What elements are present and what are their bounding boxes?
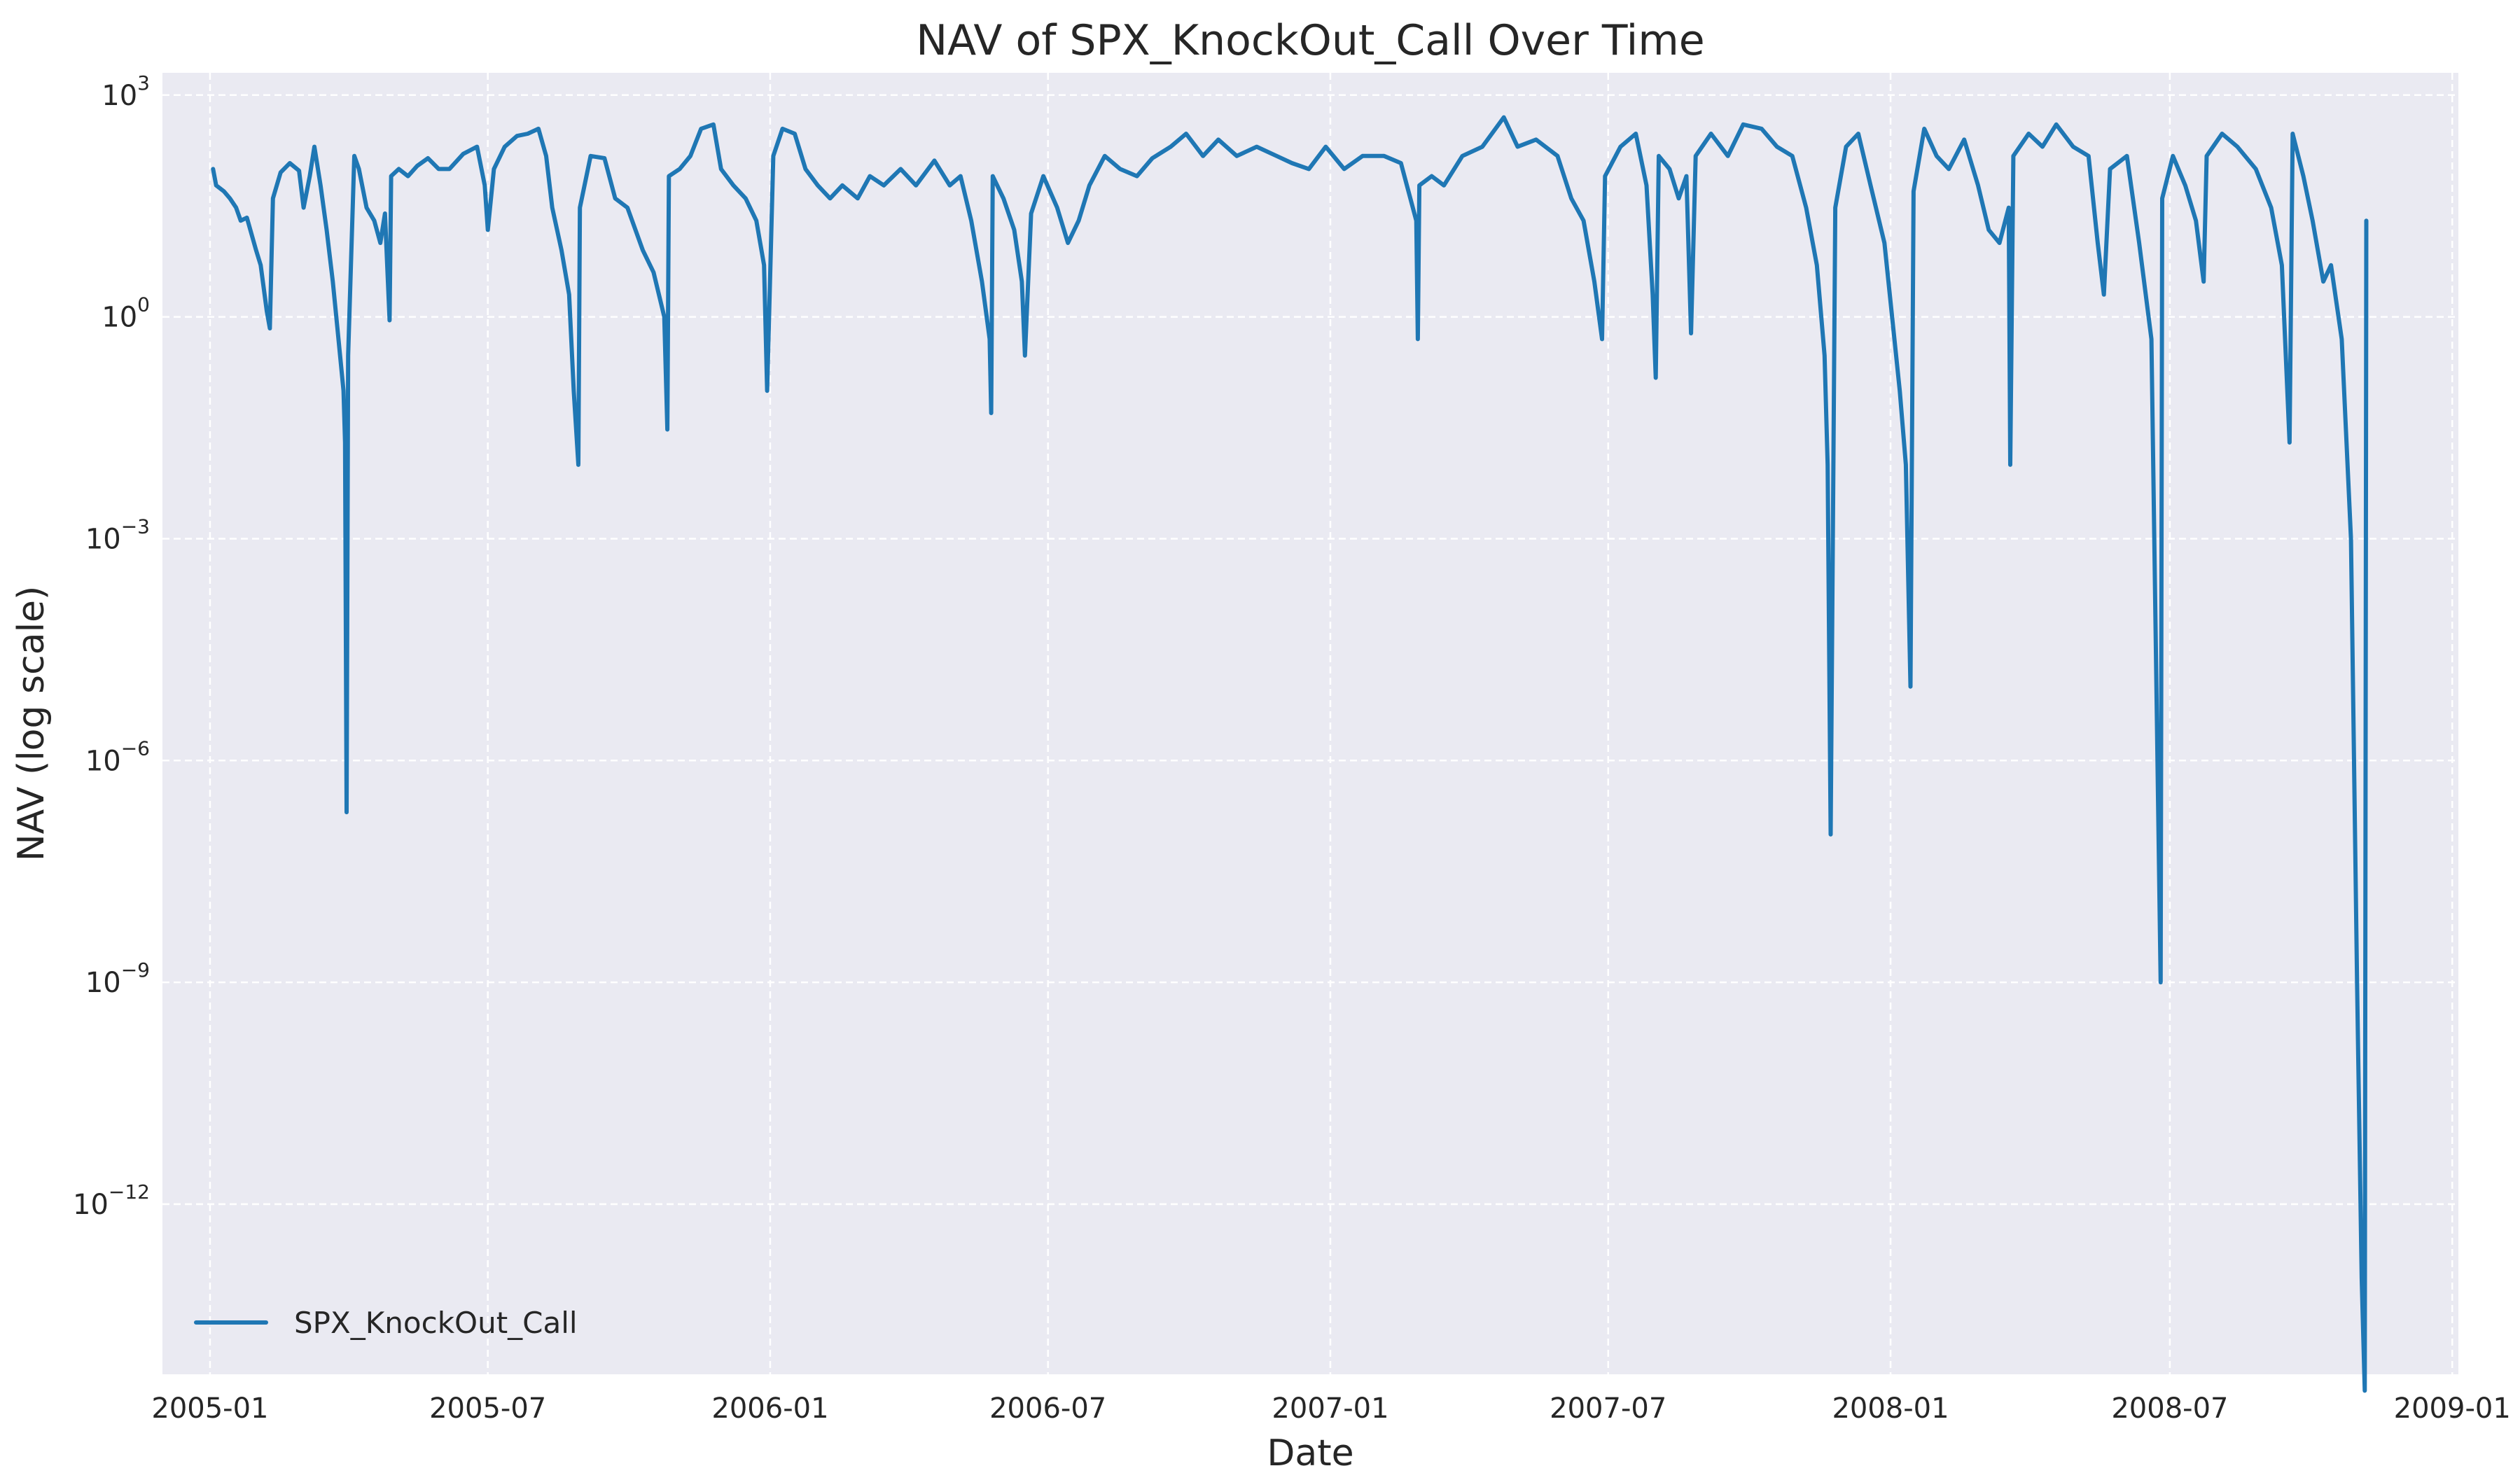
y-tick-label: 10−9 <box>85 958 150 999</box>
y-tick-label: 10−6 <box>85 736 150 777</box>
y-tick-label: 10−3 <box>85 515 150 555</box>
series-layer <box>211 115 2369 1393</box>
x-tick-label: 2007-01 <box>1272 1392 1388 1425</box>
x-axis-ticks: 2005-01 2005-07 2006-01 2006-07 2007-01 2007-… <box>151 1392 2510 1425</box>
x-tick-label: 2006-07 <box>989 1392 1106 1425</box>
y-axis-label: NAV (log scale) <box>11 586 53 862</box>
legend: SPX_KnockOut_Call <box>194 1306 578 1340</box>
x-tick-label: 2005-07 <box>429 1392 546 1425</box>
legend-label: SPX_KnockOut_Call <box>294 1306 578 1340</box>
y-tick-label: 100 <box>102 293 150 334</box>
x-tick-label: 2007-07 <box>1550 1392 1666 1425</box>
x-tick-label: 2008-07 <box>2111 1392 2228 1425</box>
plot-area <box>162 73 2458 1374</box>
y-tick-label: 10−12 <box>73 1180 150 1221</box>
series-line-0 <box>211 115 2369 1393</box>
x-tick-label: 2009-01 <box>2394 1392 2511 1425</box>
chart-title: NAV of SPX_KnockOut_Call Over Time <box>916 16 1704 65</box>
x-tick-label: 2006-01 <box>711 1392 828 1425</box>
y-tick-label: 103 <box>102 71 150 112</box>
y-axis-ticks: 103 100 10−3 10−6 10−9 10−12 <box>73 71 150 1221</box>
x-axis-label: Date <box>1267 1432 1353 1474</box>
x-tick-label: 2008-01 <box>1832 1392 1949 1425</box>
x-tick-label: 2005-01 <box>151 1392 268 1425</box>
